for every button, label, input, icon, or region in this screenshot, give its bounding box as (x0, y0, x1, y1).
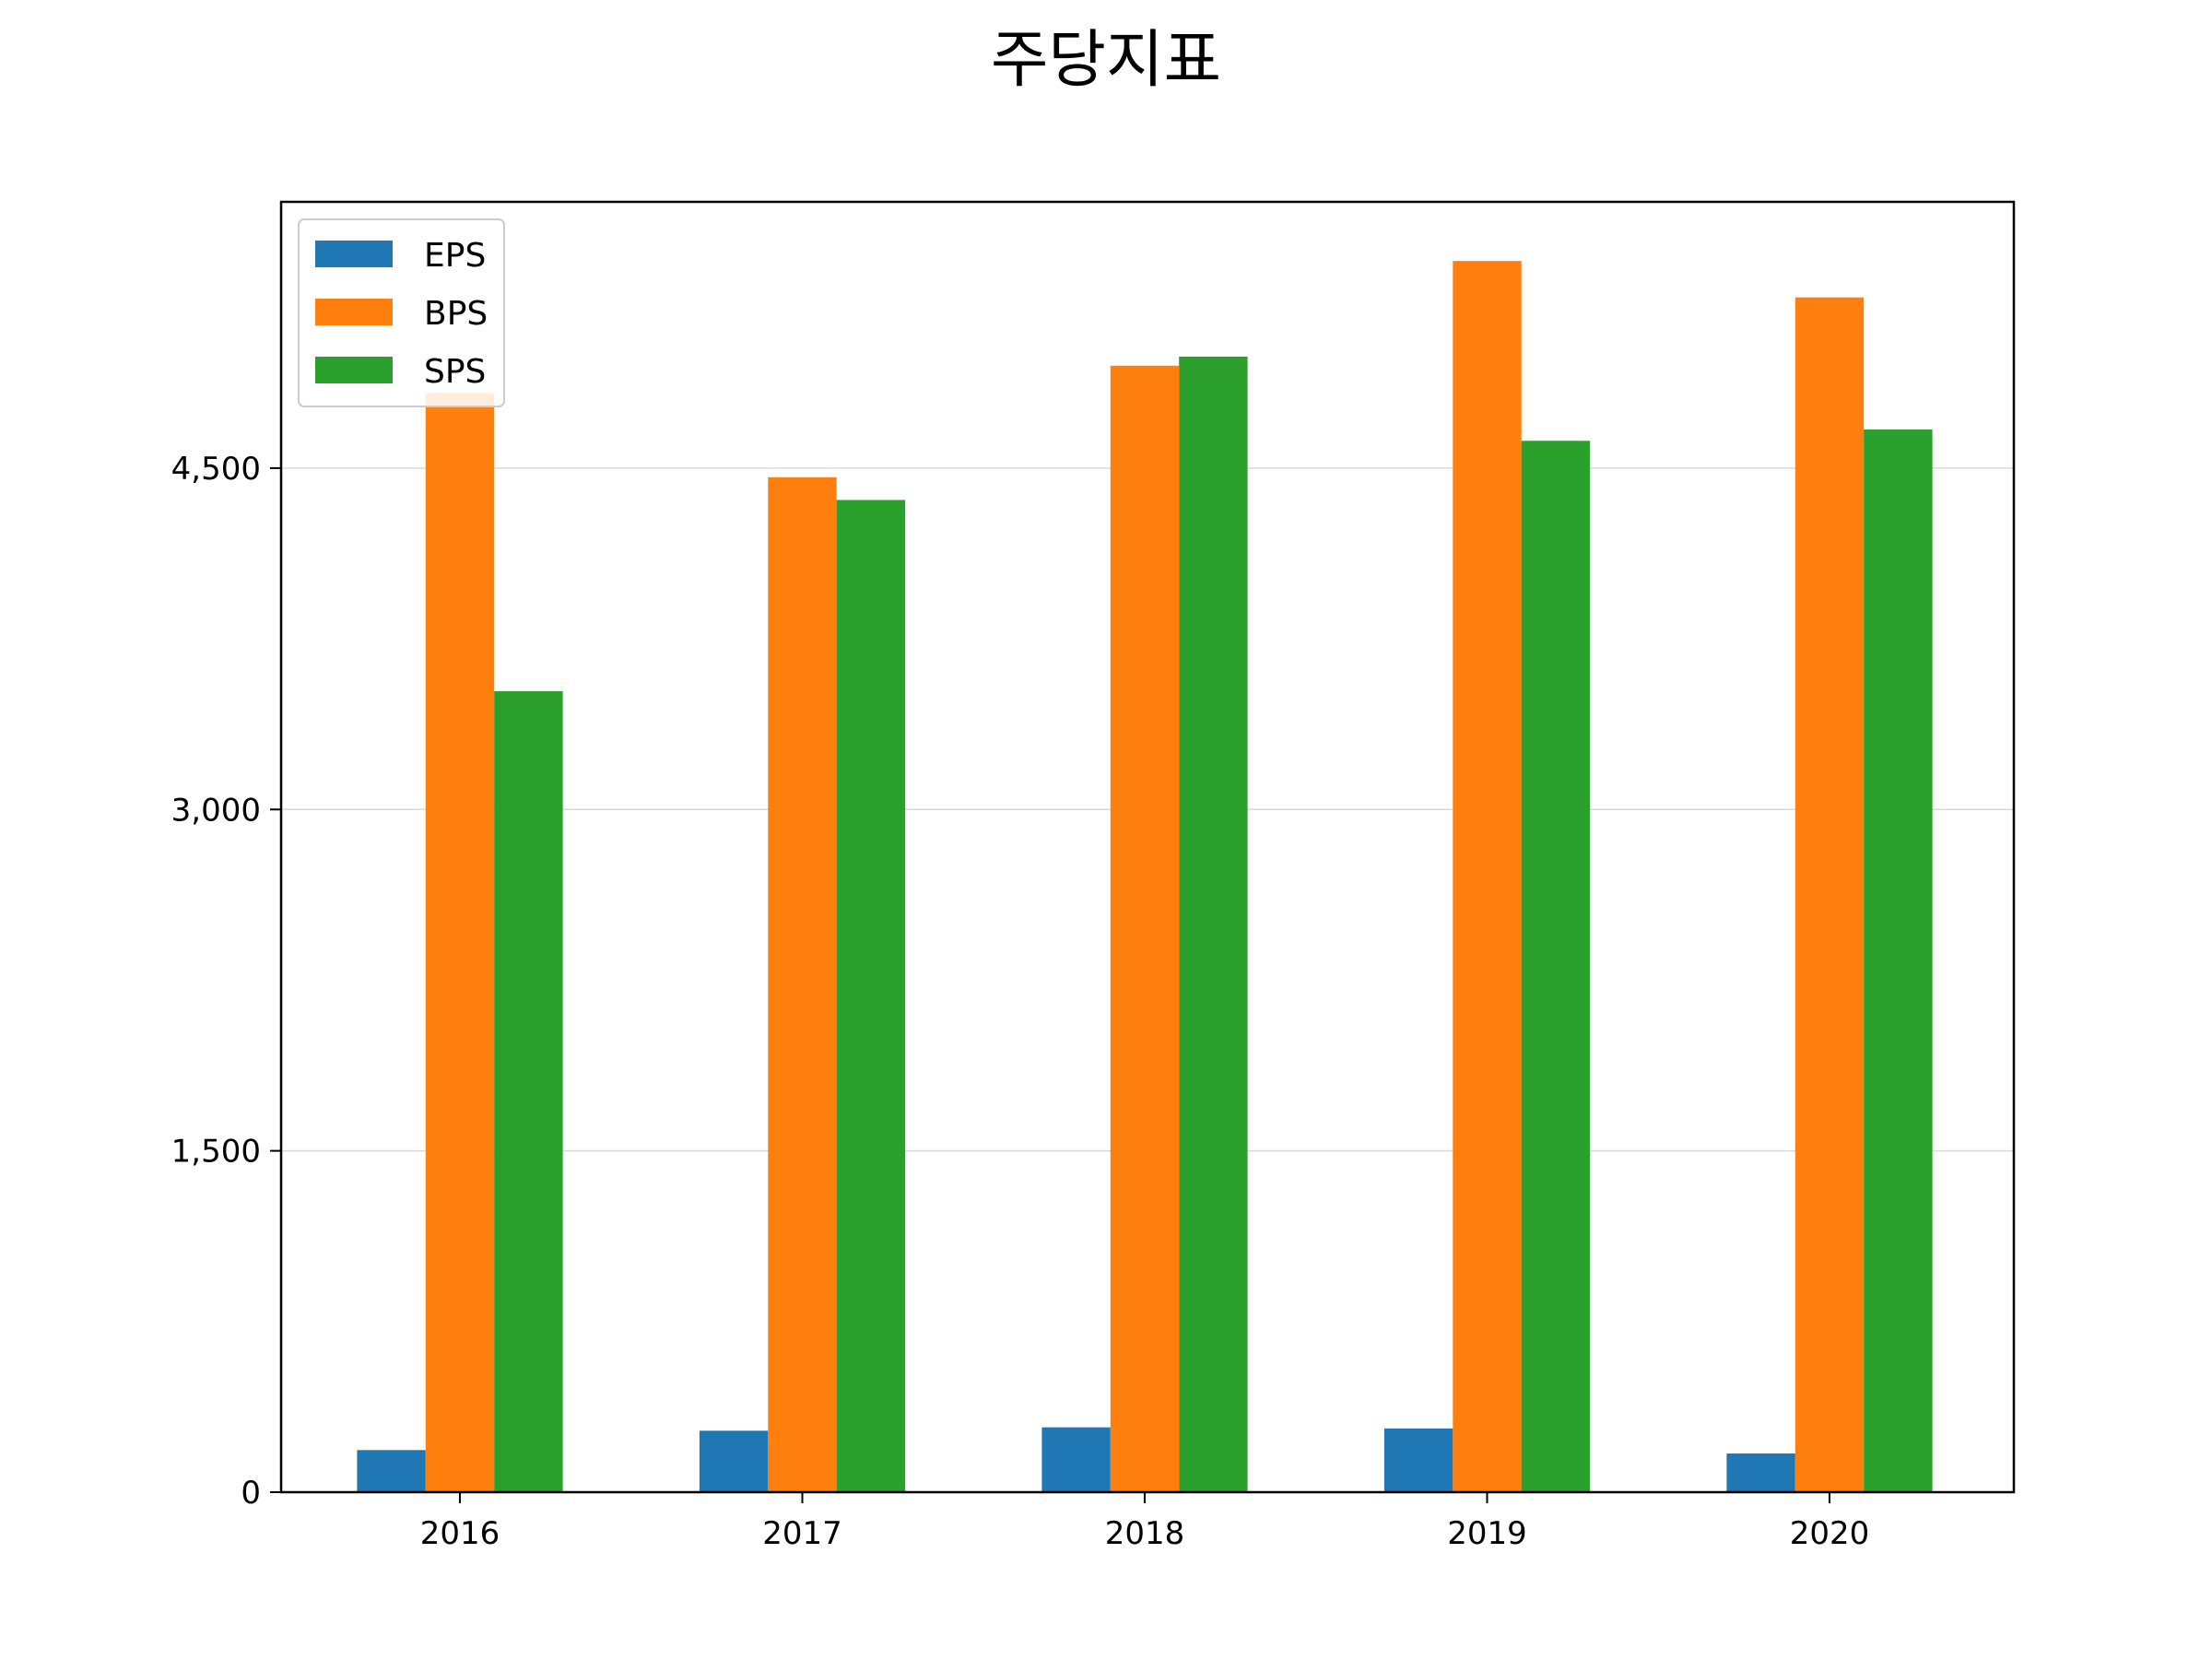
bar-eps-2016 (357, 1450, 426, 1492)
bar-sps-2020 (1864, 429, 1933, 1492)
y-tick-label: 0 (241, 1475, 261, 1512)
legend: EPS BPS SPS (298, 218, 505, 407)
bar-sps-2017 (836, 500, 906, 1492)
bar-sps-2018 (1179, 356, 1248, 1492)
bar-bps-2019 (1453, 261, 1522, 1493)
y-tick-label: 4,500 (171, 451, 261, 488)
x-tick-label: 2017 (762, 1515, 842, 1552)
bar-bps-2017 (768, 477, 837, 1493)
x-tick-label: 2019 (1447, 1515, 1527, 1552)
bar-bps-2018 (1110, 365, 1180, 1492)
x-axis: 2016 2017 2018 2019 2020 (420, 1492, 1870, 1552)
y-axis: 0 1,500 3,000 4,500 (171, 451, 281, 1512)
y-tick-label: 1,500 (171, 1134, 261, 1171)
legend-swatch-sps (315, 357, 393, 383)
legend-label-bps: BPS (424, 295, 488, 333)
legend-swatch-bps (315, 299, 393, 325)
legend-label-sps: SPS (424, 353, 486, 391)
chart-title: 주당지표 (991, 24, 1221, 97)
bar-eps-2019 (1383, 1428, 1453, 1492)
legend-label-eps: EPS (424, 237, 486, 275)
bar-eps-2020 (1726, 1453, 1795, 1492)
y-tick-label: 3,000 (171, 792, 261, 829)
bar-eps-2017 (699, 1430, 769, 1492)
bar-bps-2020 (1794, 297, 1865, 1492)
bars (357, 261, 1933, 1493)
bar-sps-2019 (1521, 441, 1591, 1492)
plot-frame (279, 200, 2016, 1494)
bar-eps-2018 (1041, 1427, 1111, 1492)
legend-swatch-eps (315, 241, 393, 267)
x-tick-label: 2020 (1790, 1515, 1870, 1552)
bar-sps-2016 (494, 690, 563, 1492)
x-tick-label: 2018 (1105, 1515, 1185, 1552)
x-tick-label: 2016 (420, 1515, 500, 1552)
bar-bps-2016 (425, 393, 495, 1492)
